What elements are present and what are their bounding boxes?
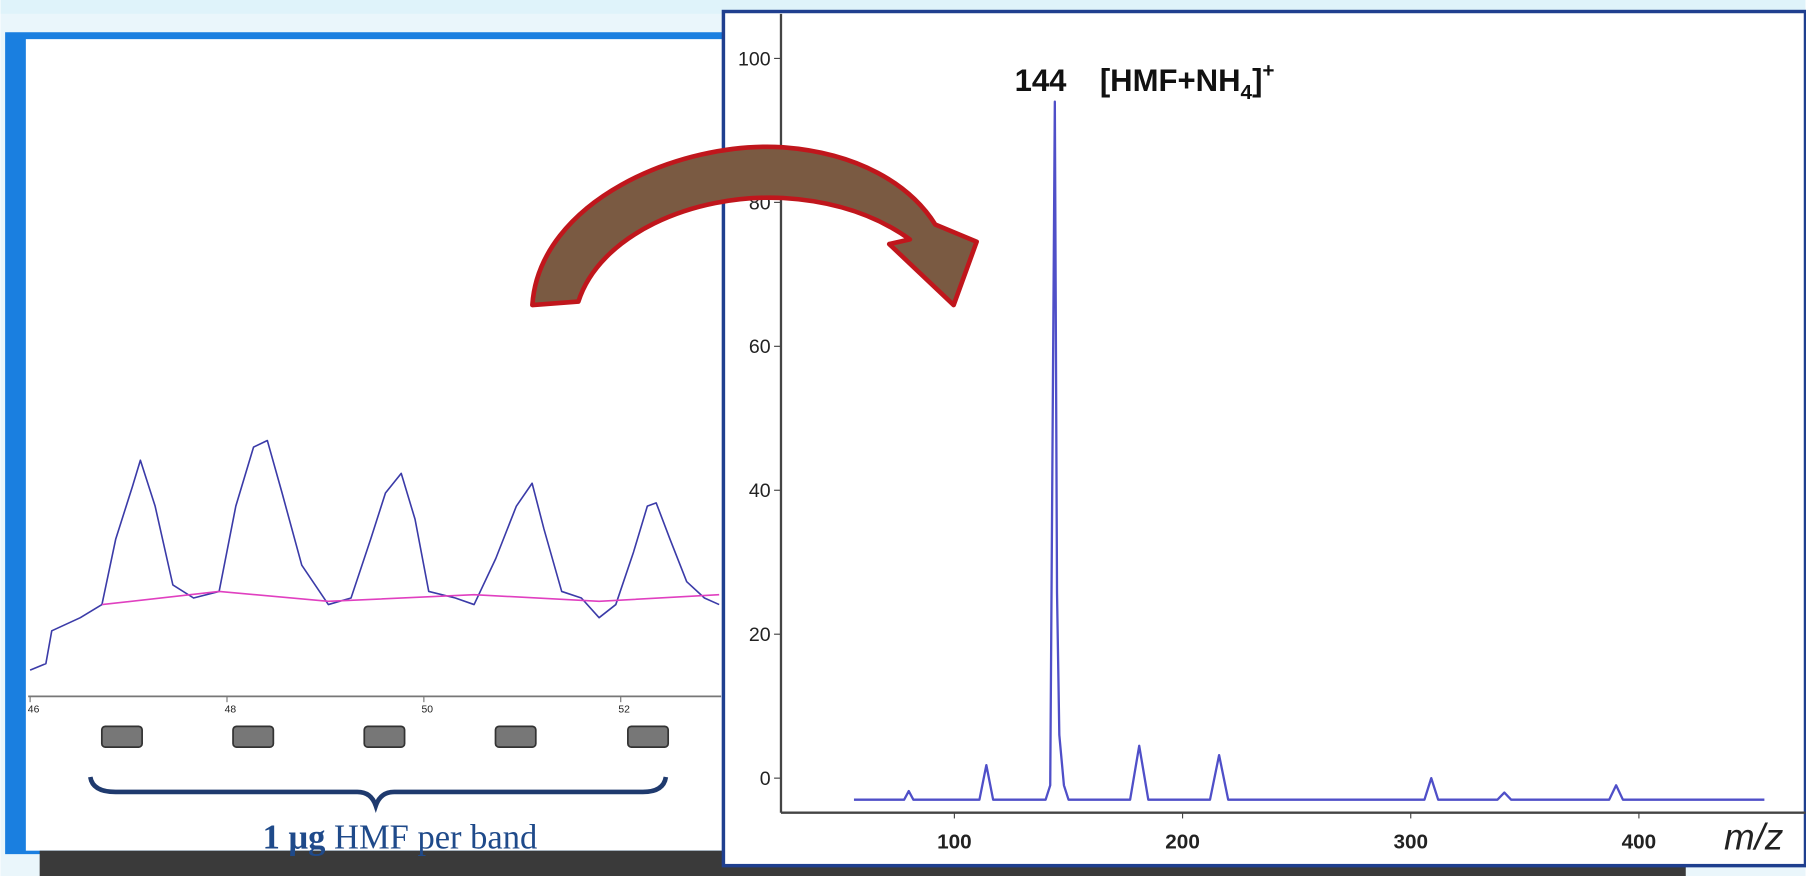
x-tick-label: 100 <box>937 830 972 853</box>
brace <box>88 776 669 814</box>
arrow <box>530 144 979 308</box>
x-axis-label: m/z <box>1724 817 1783 858</box>
ion-part: [HMF+NH <box>1100 63 1241 98</box>
spectrum <box>853 100 1765 801</box>
x-tick-label: 48 <box>225 705 237 716</box>
densitogram: 46 48 50 52 <box>28 439 722 716</box>
y-tick-label: 20 <box>749 624 771 646</box>
ion-label: [HMF+NH4]+ <box>1100 59 1275 104</box>
y-tick-label: 60 <box>749 336 771 358</box>
band <box>232 725 275 748</box>
band <box>363 725 406 748</box>
peak-label: 144 <box>1015 63 1068 98</box>
x-tick-label: 46 <box>28 705 40 716</box>
x-tick-label: 400 <box>1622 830 1657 853</box>
note-text: HMF per band <box>334 818 537 856</box>
baseline <box>101 590 720 606</box>
amount: 1 μg <box>263 818 326 856</box>
right-panel <box>721 9 1806 868</box>
y-tick-label: 40 <box>749 480 771 502</box>
x-tick-label: 50 <box>422 705 434 716</box>
band <box>494 725 537 748</box>
band-note: 1 μg HMF per band <box>263 818 538 856</box>
trace <box>29 439 720 671</box>
x-tick-label: 300 <box>1393 830 1428 853</box>
ion-part: 4 <box>1241 81 1253 104</box>
y-tick-label: 0 <box>760 768 771 790</box>
band <box>627 725 670 748</box>
ion-part: ] <box>1252 63 1262 98</box>
band <box>100 725 143 748</box>
left-panel <box>25 39 724 851</box>
ion-part: + <box>1262 59 1274 82</box>
bands <box>100 725 670 748</box>
x-tick-label: 52 <box>618 705 630 716</box>
y-tick-label: 100 <box>738 48 771 70</box>
x-tick-label: 200 <box>1165 830 1200 853</box>
